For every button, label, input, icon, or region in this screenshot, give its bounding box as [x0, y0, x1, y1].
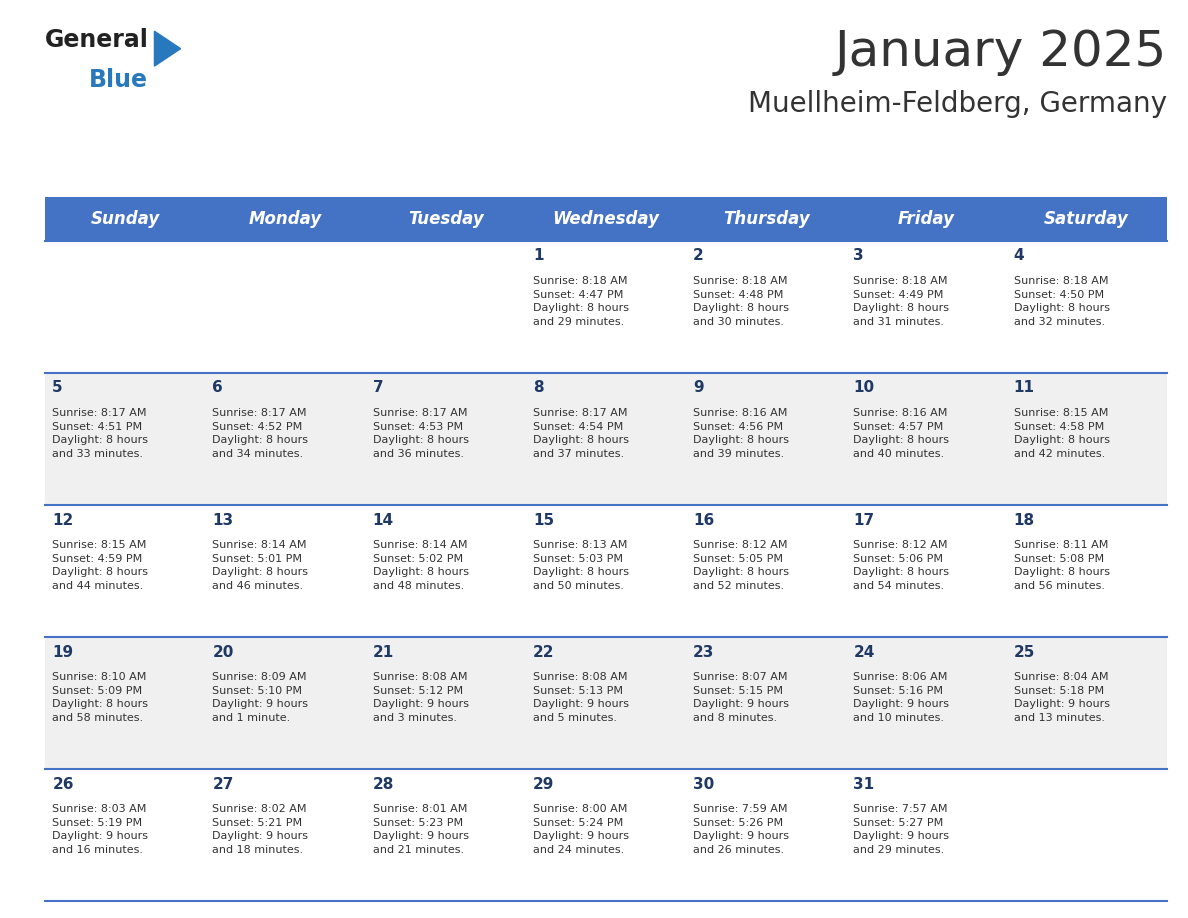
Text: 10: 10 [853, 380, 874, 396]
Text: 26: 26 [52, 777, 74, 791]
Text: Sunrise: 8:12 AM
Sunset: 5:05 PM
Daylight: 8 hours
and 52 minutes.: Sunrise: 8:12 AM Sunset: 5:05 PM Dayligh… [693, 540, 789, 591]
Bar [45, 197, 206, 241]
Polygon shape [154, 31, 181, 66]
Text: 16: 16 [693, 512, 714, 528]
Text: Wednesday: Wednesday [552, 210, 659, 229]
Text: Friday: Friday [898, 210, 955, 229]
Text: Sunrise: 8:16 AM
Sunset: 4:56 PM
Daylight: 8 hours
and 39 minutes.: Sunrise: 8:16 AM Sunset: 4:56 PM Dayligh… [693, 408, 789, 459]
Text: 11: 11 [1013, 380, 1035, 396]
Text: Saturday: Saturday [1044, 210, 1129, 229]
Text: 31: 31 [853, 777, 874, 791]
Text: Monday: Monday [248, 210, 322, 229]
Text: 3: 3 [853, 249, 864, 263]
Text: Sunrise: 8:02 AM
Sunset: 5:21 PM
Daylight: 9 hours
and 18 minutes.: Sunrise: 8:02 AM Sunset: 5:21 PM Dayligh… [213, 804, 309, 855]
Bar [685, 197, 846, 241]
Text: Sunrise: 8:08 AM
Sunset: 5:13 PM
Daylight: 9 hours
and 5 minutes.: Sunrise: 8:08 AM Sunset: 5:13 PM Dayligh… [533, 672, 628, 723]
Text: Sunrise: 8:14 AM
Sunset: 5:02 PM
Daylight: 8 hours
and 48 minutes.: Sunrise: 8:14 AM Sunset: 5:02 PM Dayligh… [373, 540, 469, 591]
Text: Tuesday: Tuesday [407, 210, 484, 229]
Text: 5: 5 [52, 380, 63, 396]
Bar [366, 197, 526, 241]
Text: Sunrise: 8:18 AM
Sunset: 4:49 PM
Daylight: 8 hours
and 31 minutes.: Sunrise: 8:18 AM Sunset: 4:49 PM Dayligh… [853, 276, 949, 327]
Text: 25: 25 [1013, 644, 1035, 660]
Text: 19: 19 [52, 644, 74, 660]
Text: 28: 28 [373, 777, 394, 791]
Text: Sunrise: 8:04 AM
Sunset: 5:18 PM
Daylight: 9 hours
and 13 minutes.: Sunrise: 8:04 AM Sunset: 5:18 PM Dayligh… [1013, 672, 1110, 723]
Text: Sunrise: 8:00 AM
Sunset: 5:24 PM
Daylight: 9 hours
and 24 minutes.: Sunrise: 8:00 AM Sunset: 5:24 PM Dayligh… [533, 804, 628, 855]
Text: 8: 8 [533, 380, 544, 396]
Text: 13: 13 [213, 512, 234, 528]
Bar [45, 769, 1167, 901]
Text: Sunrise: 8:18 AM
Sunset: 4:48 PM
Daylight: 8 hours
and 30 minutes.: Sunrise: 8:18 AM Sunset: 4:48 PM Dayligh… [693, 276, 789, 327]
Text: 7: 7 [373, 380, 384, 396]
Text: 17: 17 [853, 512, 874, 528]
Text: 6: 6 [213, 380, 223, 396]
Bar [526, 197, 685, 241]
Text: 18: 18 [1013, 512, 1035, 528]
Text: Sunrise: 7:57 AM
Sunset: 5:27 PM
Daylight: 9 hours
and 29 minutes.: Sunrise: 7:57 AM Sunset: 5:27 PM Dayligh… [853, 804, 949, 855]
Text: 14: 14 [373, 512, 393, 528]
Bar [45, 637, 1167, 769]
Text: 2: 2 [693, 249, 703, 263]
Text: Sunrise: 8:14 AM
Sunset: 5:01 PM
Daylight: 8 hours
and 46 minutes.: Sunrise: 8:14 AM Sunset: 5:01 PM Dayligh… [213, 540, 309, 591]
Text: Sunrise: 8:01 AM
Sunset: 5:23 PM
Daylight: 9 hours
and 21 minutes.: Sunrise: 8:01 AM Sunset: 5:23 PM Dayligh… [373, 804, 469, 855]
Text: Sunrise: 8:17 AM
Sunset: 4:54 PM
Daylight: 8 hours
and 37 minutes.: Sunrise: 8:17 AM Sunset: 4:54 PM Dayligh… [533, 408, 628, 459]
Text: Sunrise: 8:18 AM
Sunset: 4:50 PM
Daylight: 8 hours
and 32 minutes.: Sunrise: 8:18 AM Sunset: 4:50 PM Dayligh… [1013, 276, 1110, 327]
Bar [45, 505, 1167, 637]
Text: Sunrise: 7:59 AM
Sunset: 5:26 PM
Daylight: 9 hours
and 26 minutes.: Sunrise: 7:59 AM Sunset: 5:26 PM Dayligh… [693, 804, 789, 855]
Text: 23: 23 [693, 644, 714, 660]
Bar [206, 197, 366, 241]
Text: Sunrise: 8:08 AM
Sunset: 5:12 PM
Daylight: 9 hours
and 3 minutes.: Sunrise: 8:08 AM Sunset: 5:12 PM Dayligh… [373, 672, 469, 723]
Text: 22: 22 [533, 644, 555, 660]
Bar [1006, 197, 1167, 241]
Text: Sunrise: 8:17 AM
Sunset: 4:52 PM
Daylight: 8 hours
and 34 minutes.: Sunrise: 8:17 AM Sunset: 4:52 PM Dayligh… [213, 408, 309, 459]
Text: Sunrise: 8:16 AM
Sunset: 4:57 PM
Daylight: 8 hours
and 40 minutes.: Sunrise: 8:16 AM Sunset: 4:57 PM Dayligh… [853, 408, 949, 459]
Text: Sunrise: 8:09 AM
Sunset: 5:10 PM
Daylight: 9 hours
and 1 minute.: Sunrise: 8:09 AM Sunset: 5:10 PM Dayligh… [213, 672, 309, 723]
Bar [45, 241, 1167, 373]
Text: 1: 1 [533, 249, 543, 263]
Text: 20: 20 [213, 644, 234, 660]
Text: 12: 12 [52, 512, 74, 528]
Text: Sunday: Sunday [90, 210, 160, 229]
Text: Sunrise: 8:12 AM
Sunset: 5:06 PM
Daylight: 8 hours
and 54 minutes.: Sunrise: 8:12 AM Sunset: 5:06 PM Dayligh… [853, 540, 949, 591]
Text: Sunrise: 8:17 AM
Sunset: 4:51 PM
Daylight: 8 hours
and 33 minutes.: Sunrise: 8:17 AM Sunset: 4:51 PM Dayligh… [52, 408, 148, 459]
Text: Thursday: Thursday [722, 210, 809, 229]
Text: Sunrise: 8:10 AM
Sunset: 5:09 PM
Daylight: 8 hours
and 58 minutes.: Sunrise: 8:10 AM Sunset: 5:09 PM Dayligh… [52, 672, 148, 723]
Text: Muellheim-Feldberg, Germany: Muellheim-Feldberg, Germany [747, 90, 1167, 118]
Text: Sunrise: 8:03 AM
Sunset: 5:19 PM
Daylight: 9 hours
and 16 minutes.: Sunrise: 8:03 AM Sunset: 5:19 PM Dayligh… [52, 804, 148, 855]
Text: 21: 21 [373, 644, 394, 660]
Text: 24: 24 [853, 644, 874, 660]
Bar [846, 197, 1006, 241]
Text: Sunrise: 8:17 AM
Sunset: 4:53 PM
Daylight: 8 hours
and 36 minutes.: Sunrise: 8:17 AM Sunset: 4:53 PM Dayligh… [373, 408, 469, 459]
Text: Sunrise: 8:06 AM
Sunset: 5:16 PM
Daylight: 9 hours
and 10 minutes.: Sunrise: 8:06 AM Sunset: 5:16 PM Dayligh… [853, 672, 949, 723]
Text: General: General [45, 28, 148, 51]
Text: Blue: Blue [89, 68, 148, 92]
Text: 4: 4 [1013, 249, 1024, 263]
Text: Sunrise: 8:07 AM
Sunset: 5:15 PM
Daylight: 9 hours
and 8 minutes.: Sunrise: 8:07 AM Sunset: 5:15 PM Dayligh… [693, 672, 789, 723]
Text: Sunrise: 8:13 AM
Sunset: 5:03 PM
Daylight: 8 hours
and 50 minutes.: Sunrise: 8:13 AM Sunset: 5:03 PM Dayligh… [533, 540, 628, 591]
Text: Sunrise: 8:15 AM
Sunset: 4:59 PM
Daylight: 8 hours
and 44 minutes.: Sunrise: 8:15 AM Sunset: 4:59 PM Dayligh… [52, 540, 148, 591]
Text: January 2025: January 2025 [834, 28, 1167, 75]
Text: 9: 9 [693, 380, 703, 396]
Text: 27: 27 [213, 777, 234, 791]
Text: 30: 30 [693, 777, 714, 791]
Text: 29: 29 [533, 777, 555, 791]
Text: 15: 15 [533, 512, 554, 528]
Text: Sunrise: 8:11 AM
Sunset: 5:08 PM
Daylight: 8 hours
and 56 minutes.: Sunrise: 8:11 AM Sunset: 5:08 PM Dayligh… [1013, 540, 1110, 591]
Text: Sunrise: 8:15 AM
Sunset: 4:58 PM
Daylight: 8 hours
and 42 minutes.: Sunrise: 8:15 AM Sunset: 4:58 PM Dayligh… [1013, 408, 1110, 459]
Text: Sunrise: 8:18 AM
Sunset: 4:47 PM
Daylight: 8 hours
and 29 minutes.: Sunrise: 8:18 AM Sunset: 4:47 PM Dayligh… [533, 276, 628, 327]
Bar [45, 373, 1167, 505]
